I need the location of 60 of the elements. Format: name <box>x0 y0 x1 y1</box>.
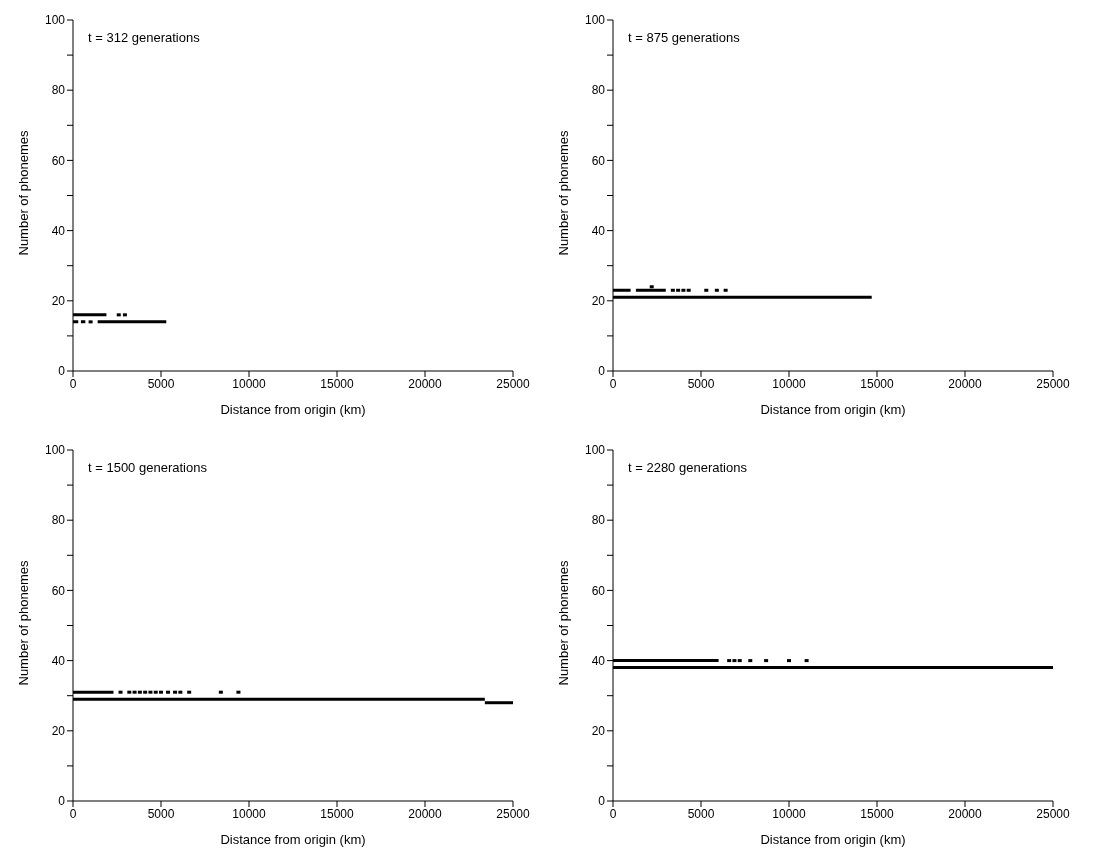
annotation: t = 875 generations <box>628 30 740 45</box>
y-tick-label: 80 <box>591 83 606 98</box>
x-axis-title: Distance from origin (km) <box>760 832 906 847</box>
y-tick-label: 20 <box>51 724 66 739</box>
x-axis-title: Distance from origin (km) <box>760 402 906 417</box>
x-tick-label: 15000 <box>320 376 355 391</box>
x-axis-title: Distance from origin (km) <box>220 402 366 417</box>
y-tick-label: 0 <box>58 364 66 379</box>
y-tick-label: 100 <box>44 443 66 458</box>
y-tick-label: 60 <box>51 153 66 168</box>
x-tick-label: 5000 <box>687 806 715 821</box>
x-tick-label: 0 <box>609 806 617 821</box>
x-tick-label: 20000 <box>408 806 443 821</box>
y-tick-label: 100 <box>584 443 606 458</box>
y-tick-label: 20 <box>591 724 606 739</box>
x-tick-label: 5000 <box>147 806 175 821</box>
x-tick-label: 25000 <box>496 806 531 821</box>
y-tick-label: 20 <box>591 294 606 309</box>
x-tick-label: 0 <box>69 806 77 821</box>
x-tick-label: 10000 <box>232 806 267 821</box>
y-tick-label: 40 <box>591 653 606 668</box>
annotation: t = 1500 generations <box>88 460 207 475</box>
y-tick-label: 0 <box>598 364 606 379</box>
x-tick-label: 5000 <box>147 376 175 391</box>
x-tick-label: 10000 <box>772 376 807 391</box>
x-tick-label: 20000 <box>948 806 983 821</box>
y-tick-label: 80 <box>51 83 66 98</box>
x-tick-label: 10000 <box>232 376 267 391</box>
y-axis-title: Number of phonemes <box>555 559 571 686</box>
y-tick-label: 40 <box>51 653 66 668</box>
x-tick-label: 25000 <box>496 376 531 391</box>
y-axis-title: Number of phonemes <box>15 129 31 256</box>
y-tick-label: 80 <box>51 513 66 528</box>
y-tick-label: 100 <box>584 13 606 28</box>
y-tick-label: 60 <box>591 583 606 598</box>
x-axis-title: Distance from origin (km) <box>220 832 366 847</box>
x-tick-label: 15000 <box>860 806 895 821</box>
y-tick-label: 60 <box>51 583 66 598</box>
y-tick-label: 60 <box>591 153 606 168</box>
y-tick-label: 20 <box>51 294 66 309</box>
x-tick-label: 0 <box>609 376 617 391</box>
x-tick-label: 5000 <box>687 376 715 391</box>
x-tick-label: 25000 <box>1036 376 1071 391</box>
y-tick-label: 80 <box>591 513 606 528</box>
annotation: t = 2280 generations <box>628 460 747 475</box>
y-tick-label: 100 <box>44 13 66 28</box>
x-tick-label: 20000 <box>408 376 443 391</box>
y-tick-label: 40 <box>591 223 606 238</box>
y-axis-title: Number of phonemes <box>555 129 571 256</box>
y-axis-title: Number of phonemes <box>15 559 31 686</box>
x-tick-label: 20000 <box>948 376 983 391</box>
x-tick-label: 25000 <box>1036 806 1071 821</box>
x-tick-label: 10000 <box>772 806 807 821</box>
y-tick-label: 0 <box>58 794 66 809</box>
y-tick-label: 0 <box>598 794 606 809</box>
x-tick-label: 15000 <box>320 806 355 821</box>
x-tick-label: 0 <box>69 376 77 391</box>
x-tick-label: 15000 <box>860 376 895 391</box>
y-tick-label: 40 <box>51 223 66 238</box>
annotation: t = 312 generations <box>88 30 200 45</box>
